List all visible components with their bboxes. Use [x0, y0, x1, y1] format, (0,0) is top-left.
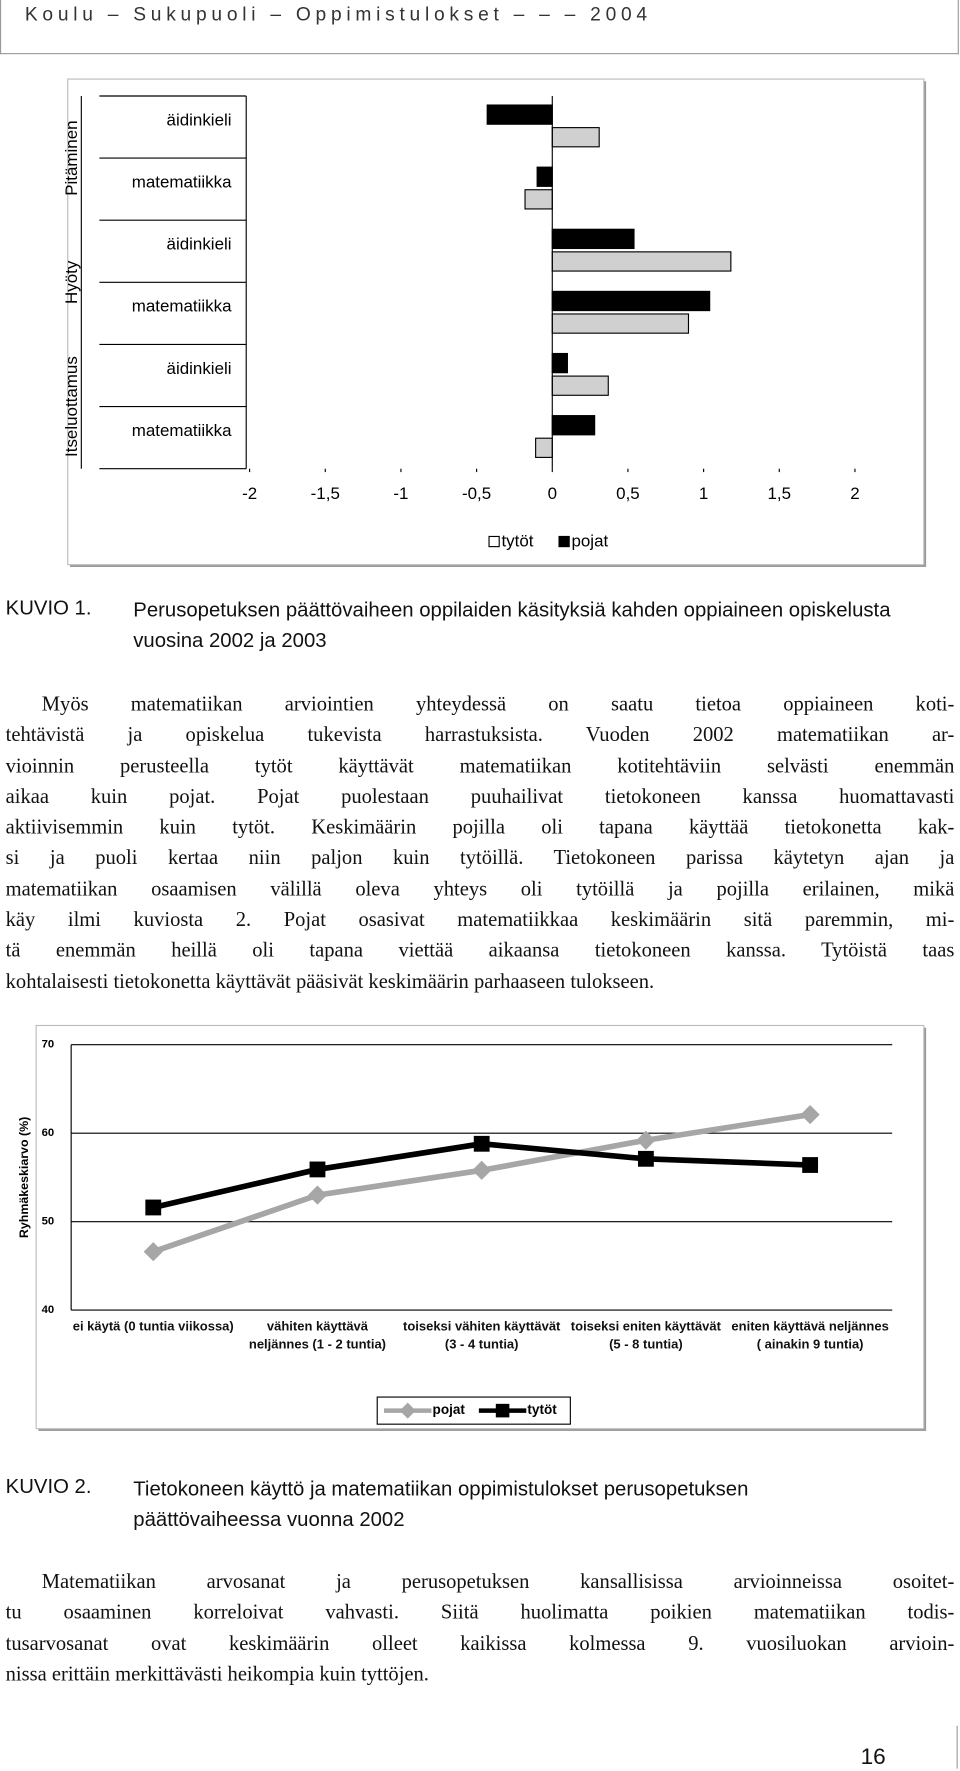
- text-line: aktiivisemmin kuin tytöt. Keskimäärin po…: [5, 815, 955, 839]
- x-tick-label: ei käytä (0 tuntia viikossa): [72, 1320, 234, 1334]
- caption-text: Tietokoneen käyttö ja matematiikan oppim…: [133, 1477, 749, 1531]
- text-line: tehtävistä ja opiskelua tukevista harras…: [5, 723, 955, 746]
- caption-label: KUVIO 1.: [5, 596, 92, 619]
- group-label: Hyöty: [62, 260, 81, 304]
- y-axis-label: Ryhmäkeskiarvo (%): [17, 1117, 31, 1238]
- x-tick-label: -1,5: [311, 484, 340, 503]
- bar: [551, 375, 609, 396]
- x-tick-label: 2: [850, 484, 859, 503]
- category-label-box: toiseksi vähiten käyttävät (3 - 4 tuntia…: [403, 1320, 561, 1352]
- x-tick-label: vähiten käyttävä neljännes (1 - 2 tuntia…: [248, 1320, 387, 1352]
- bar: [551, 415, 596, 436]
- text-line: tu osaaminen korreloivat vahvasti. Siitä…: [5, 1600, 955, 1624]
- category-label-box: vähiten käyttävä neljännes (1 - 2 tuntia…: [248, 1320, 387, 1352]
- category-label: matematiikka: [132, 421, 232, 440]
- marker: [473, 1135, 490, 1152]
- legend-marker: [399, 1402, 416, 1419]
- x-tick-label: -1: [393, 484, 408, 503]
- category-label-box: eniten käyttävä neljännes ( ainakin 9 tu…: [731, 1320, 889, 1352]
- x-tick-label: eniten käyttävä neljännes ( ainakin 9 tu…: [731, 1320, 889, 1352]
- marker: [802, 1157, 819, 1173]
- text-line: matematiikan osaamisen välillä oleva yht…: [5, 877, 955, 900]
- paragraph: Myös matematiikan arviointien yhteydessä…: [6, 689, 955, 997]
- bar: [551, 228, 635, 250]
- legend-swatch: [488, 535, 500, 548]
- x-tick-label: 1,5: [768, 484, 792, 503]
- text-line: aikaa kuin pojat. Pojat puolestaan puuha…: [5, 784, 955, 808]
- text-line: Matematiikan arvosanat ja perusopetuksen…: [41, 1569, 955, 1593]
- x-tick-label: toiseksi vähiten käyttävät (3 - 4 tuntia…: [403, 1320, 561, 1352]
- bar: [536, 166, 553, 187]
- category-label: matematiikka: [132, 297, 232, 316]
- y-tick-label: 40: [42, 1304, 55, 1316]
- category-label: matematiikka: [132, 172, 232, 191]
- marker: [145, 1199, 162, 1216]
- x-tick-label: toiseksi eniten käyttävät (5 - 8 tuntia): [570, 1320, 721, 1352]
- category-label-box: ei käytä (0 tuntia viikossa): [72, 1320, 234, 1334]
- text-line: kohtalaisesti tietokonetta käyttävät pää…: [5, 969, 655, 993]
- bar: [551, 313, 690, 334]
- text-line: nissa erittäin merkittävästi heikompia k…: [5, 1662, 429, 1685]
- chart-frame: [67, 78, 925, 566]
- bar: [551, 251, 732, 272]
- category-label: äidinkieli: [167, 235, 232, 254]
- category-label: äidinkieli: [167, 359, 232, 378]
- running-header: Koulu – Sukupuoli – Oppimistulokset – – …: [24, 3, 652, 25]
- legend-label: pojat: [433, 1402, 466, 1417]
- x-tick-label: -0,5: [462, 484, 491, 503]
- page-number: 16: [860, 1744, 886, 1770]
- y-tick-label: 60: [42, 1127, 55, 1139]
- text-line: käy ilmi kuviosta 2. Pojat osasivat mate…: [5, 908, 955, 931]
- group-label: Itseluottamus: [62, 356, 81, 457]
- caption-label: KUVIO 2.: [5, 1474, 92, 1498]
- legend-swatch: [558, 535, 570, 548]
- text-line: si ja puoli kertaa niin paljon kuin tytö…: [5, 846, 955, 870]
- y-tick-label: 70: [42, 1039, 55, 1051]
- marker: [637, 1150, 654, 1167]
- bar: [535, 437, 553, 458]
- bar: [551, 127, 600, 148]
- bar: [524, 189, 553, 210]
- category-label-box: toiseksi eniten käyttävät (5 - 8 tuntia): [570, 1320, 721, 1352]
- bar: [551, 290, 711, 312]
- text-line: vioinnin perusteella tytöt käyttävät mat…: [5, 753, 955, 777]
- x-tick-label: -2: [242, 484, 257, 503]
- legend-label: tytöt: [527, 1402, 557, 1417]
- frame-edge: [956, 1725, 958, 1769]
- paragraph: Matematiikan arvosanat ja perusopetuksen…: [6, 1566, 955, 1689]
- category-label: äidinkieli: [167, 110, 232, 129]
- chart-frame: [35, 1024, 925, 1430]
- legend-label: pojat: [571, 532, 608, 551]
- marker: [309, 1161, 326, 1178]
- bar: [551, 352, 568, 374]
- text-line: Myös matematiikan arviointien yhteydessä…: [41, 692, 955, 715]
- legend-label: tytöt: [501, 532, 533, 551]
- x-tick-label: 0,5: [616, 484, 640, 503]
- group-label: Pitäminen: [62, 120, 81, 195]
- y-tick-label: 50: [42, 1216, 55, 1228]
- header-frame: [0, 0, 959, 55]
- x-tick-label: 0: [548, 484, 557, 503]
- text-line: tä enemmän heillä oli tapana viettää aik…: [5, 938, 955, 962]
- x-tick-label: 1: [699, 484, 708, 503]
- legend-marker: [495, 1403, 510, 1418]
- caption-text: Perusopetuksen päättövaiheen oppilaiden …: [133, 598, 891, 652]
- text-line: tusarvosanat ovat keskimäärin olleet kai…: [5, 1631, 955, 1655]
- bar: [486, 104, 553, 125]
